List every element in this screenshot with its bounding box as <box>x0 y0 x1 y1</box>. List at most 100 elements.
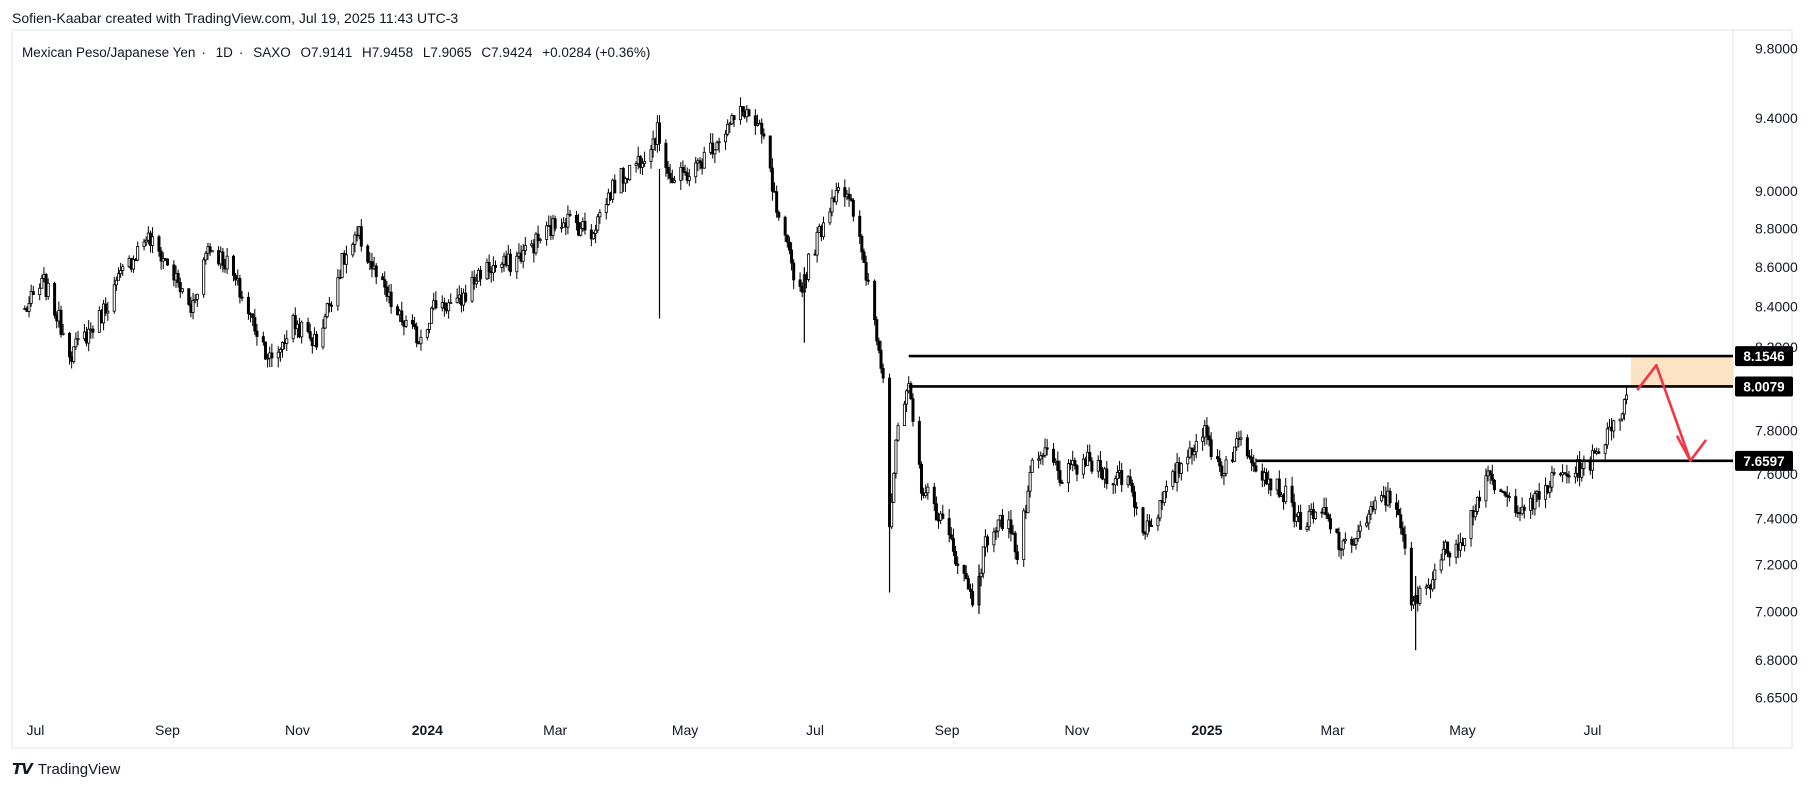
candle-body <box>902 403 906 426</box>
candle-body <box>1552 472 1556 475</box>
candle-body <box>1254 465 1258 472</box>
candle-body <box>479 269 483 280</box>
candle-body <box>1015 551 1019 560</box>
candle-body <box>1179 463 1183 474</box>
candle-body <box>1401 527 1405 536</box>
candle-body <box>1356 530 1360 540</box>
legend-close: C7.9424 <box>481 45 533 60</box>
candle-body <box>225 255 229 270</box>
candle-body <box>1548 486 1552 493</box>
price-tag-label: 8.1546 <box>1743 349 1785 364</box>
price-tag-bg <box>1735 346 1793 367</box>
candle-body <box>598 212 602 218</box>
candle-body <box>1394 502 1398 510</box>
candle-body <box>858 215 862 237</box>
candle-body <box>962 565 966 574</box>
candle-body <box>340 252 344 278</box>
candle-body <box>698 160 702 164</box>
tradingview-logo[interactable]: 𝙏𝙑 TradingView <box>12 760 120 779</box>
projection-arrowhead <box>1676 435 1707 463</box>
tradingview-logo-icon: 𝙏𝙑 <box>12 761 33 778</box>
candle-body <box>1605 428 1609 446</box>
time-tick-label: Sep <box>935 722 960 738</box>
candle-body <box>822 222 826 238</box>
candle-body <box>1265 472 1269 485</box>
candle-body <box>1233 446 1237 462</box>
candle-body <box>864 262 868 281</box>
candle-body <box>956 563 960 566</box>
legend-exchange: SAXO <box>253 45 291 60</box>
candle-body <box>664 142 668 168</box>
candle-body <box>253 317 257 332</box>
candle-body <box>596 216 600 231</box>
candle-body <box>890 501 894 528</box>
candle-body <box>924 492 928 496</box>
candle-body <box>1045 447 1049 450</box>
candle-body <box>1009 519 1013 534</box>
candle-body <box>954 550 958 565</box>
candle-body <box>777 212 781 218</box>
candle-body <box>949 534 953 539</box>
candle-body <box>1132 491 1136 508</box>
candle-body <box>1431 579 1435 590</box>
candle-body <box>1618 418 1622 422</box>
candle-body <box>1326 514 1330 520</box>
candle-body <box>176 273 180 283</box>
candle-body <box>1269 478 1273 491</box>
candle-body <box>1056 460 1060 471</box>
candle-body <box>374 265 378 278</box>
candle-body <box>1207 435 1211 441</box>
candle-body <box>966 578 970 590</box>
candle-body <box>151 236 155 246</box>
candle-body <box>613 179 617 194</box>
candle-body <box>472 276 476 285</box>
candle-body <box>762 133 766 137</box>
candle-body <box>413 323 417 328</box>
candle-body <box>1128 476 1132 484</box>
candle-body <box>545 225 549 240</box>
candle-body <box>400 310 404 323</box>
candle-body <box>1373 500 1377 510</box>
candle-body <box>894 439 898 474</box>
time-tick-label: Jul <box>806 722 824 738</box>
candle-body <box>896 425 900 441</box>
candle-body <box>807 253 811 280</box>
legend-high: H7.9458 <box>362 45 414 60</box>
candle-body <box>979 572 983 577</box>
legend-interval: 1D <box>215 45 233 60</box>
candle-body <box>1369 506 1373 515</box>
candle-body <box>1307 510 1311 528</box>
candle-body <box>926 486 930 494</box>
candle-body <box>1403 534 1407 549</box>
candle-body <box>74 338 78 348</box>
symbol-legend[interactable]: Mexican Peso/Japanese Yen · 1D · SAXO O7.9… <box>22 45 656 60</box>
chart-frame <box>11 29 1793 749</box>
candle-body <box>1354 538 1358 545</box>
candle-body <box>87 328 91 344</box>
candle-body <box>1514 496 1518 513</box>
candle-body <box>1073 459 1077 466</box>
candle-body <box>986 536 990 546</box>
price-tick-label: 7.0000 <box>1755 604 1798 620</box>
candle-body <box>104 303 108 314</box>
candle-body <box>1209 439 1213 457</box>
candle-body <box>389 291 393 308</box>
candle-body <box>278 349 282 353</box>
candle-body <box>121 266 125 271</box>
candle-body <box>909 383 913 400</box>
price-tick-label: 9.4000 <box>1755 110 1798 126</box>
candle-body <box>359 226 363 247</box>
candle-body <box>830 197 834 213</box>
candle-body <box>643 161 647 164</box>
candle-body <box>1565 473 1569 477</box>
candle-body <box>40 277 44 289</box>
candle-body <box>1533 493 1537 510</box>
candle-body <box>415 326 419 344</box>
candle-body <box>1448 552 1452 558</box>
candle-body <box>336 277 340 307</box>
candle-body <box>515 255 519 273</box>
candle-body <box>1335 528 1339 533</box>
candle-body <box>1409 547 1413 606</box>
